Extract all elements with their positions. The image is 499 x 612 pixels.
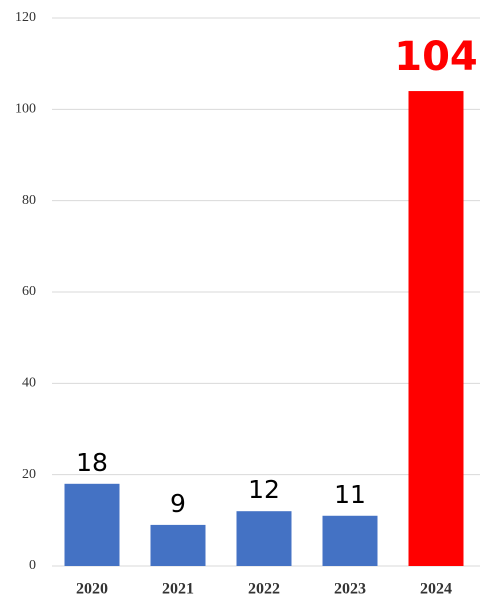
x-tick-label: 2022 [248,581,280,598]
y-tick-label: 60 [22,284,36,299]
bar [64,483,120,566]
x-tick-label: 2021 [162,581,194,598]
data-label: 104 [394,34,478,80]
y-tick-label: 0 [29,558,36,573]
x-tick-label: 2024 [420,581,452,598]
data-label: 9 [170,489,186,518]
bar [322,515,378,566]
y-tick-label: 20 [22,467,36,482]
bar [150,524,206,566]
bar [408,91,464,567]
data-label: 11 [334,480,366,509]
x-tick-label: 2023 [334,581,366,598]
y-tick-label: 120 [15,10,36,25]
bar [236,511,292,566]
y-tick-label: 40 [22,376,36,391]
data-label: 12 [248,475,280,504]
y-tick-label: 100 [15,102,36,117]
x-tick-label: 2020 [76,581,108,598]
y-tick-label: 80 [22,193,36,208]
data-label: 18 [76,448,108,477]
